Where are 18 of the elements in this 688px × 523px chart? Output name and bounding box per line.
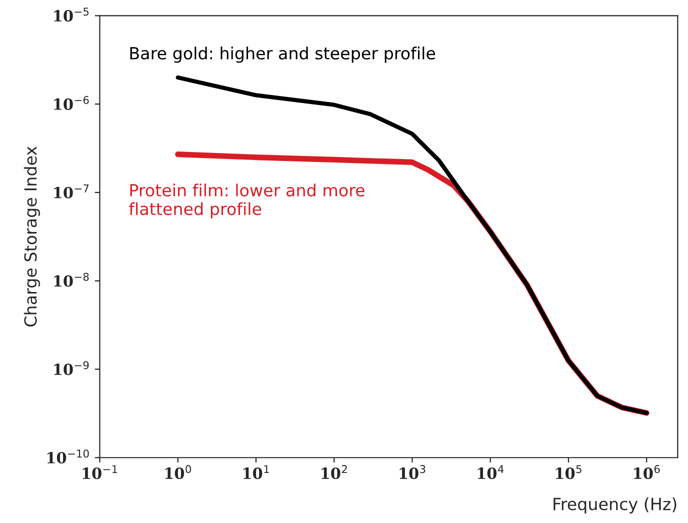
x-axis-title: Frequency (Hz) xyxy=(554,497,676,514)
annotation: Bare gold: higher and steeper profile xyxy=(130,46,436,63)
annotation: Protein film: lower and more flattened profile xyxy=(129,184,364,218)
x-tick-label: 10$^{−1}$ xyxy=(82,465,118,480)
x-tick-label: 10$^{0}$ xyxy=(165,465,192,480)
x-tick-label: 10$^{4}$ xyxy=(478,465,504,480)
y-tick-label: 10$^{−5}$ xyxy=(54,8,89,22)
x-tick-label: 10$^{6}$ xyxy=(634,465,660,480)
y-tick-label: 10$^{−7}$ xyxy=(54,184,89,198)
y-tick-label: 10$^{−6}$ xyxy=(54,96,89,110)
y-axis-title: Charge Storage Index xyxy=(24,146,40,326)
x-tick-label: 10$^{2}$ xyxy=(322,465,347,480)
x-tick-label: 10$^{3}$ xyxy=(400,465,426,480)
x-tick-label: 10$^{5}$ xyxy=(556,465,582,480)
y-tick-label: 10$^{−10}$ xyxy=(47,450,89,464)
y-tick-label: 10$^{−9}$ xyxy=(54,361,89,376)
y-tick-label: 10$^{−8}$ xyxy=(54,272,89,287)
x-tick-label: 10$^{1}$ xyxy=(244,465,269,480)
